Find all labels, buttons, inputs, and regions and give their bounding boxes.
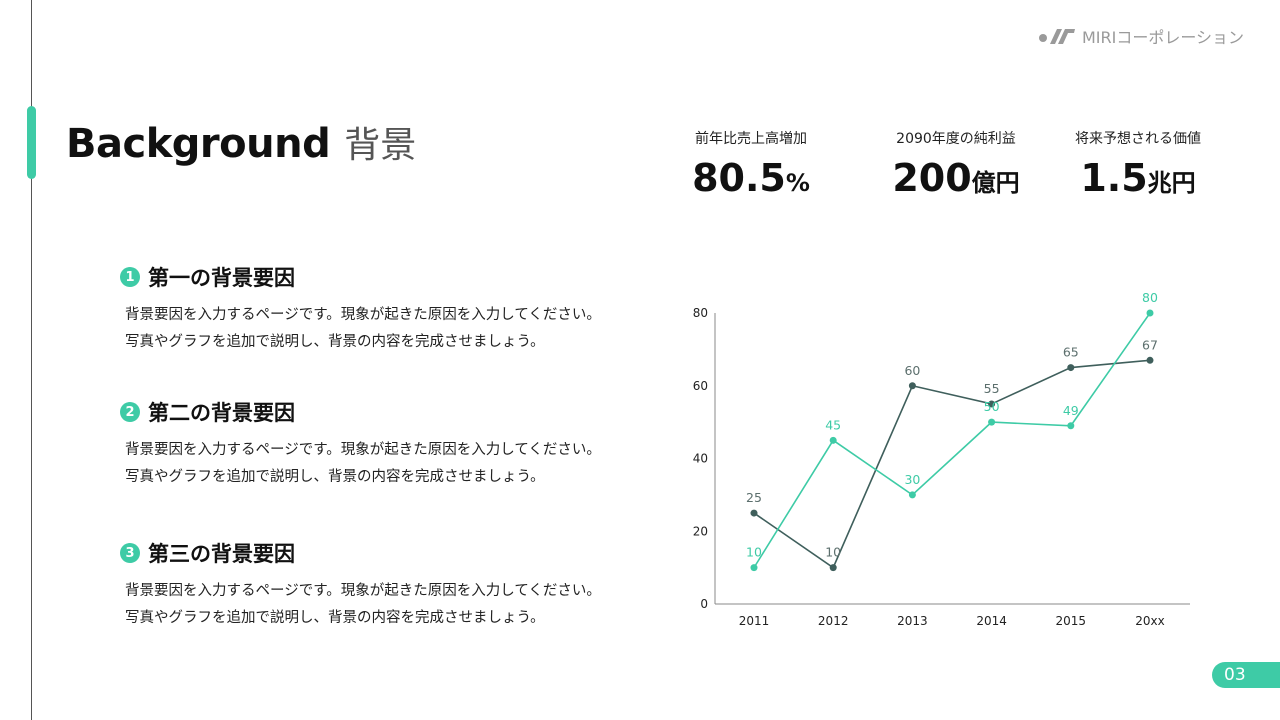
x-tick-label: 2012 <box>818 614 849 628</box>
data-point <box>1146 309 1154 317</box>
x-tick-label: 2013 <box>897 614 928 628</box>
series-line-dark <box>753 359 1151 569</box>
data-label: 55 <box>984 381 1000 396</box>
factor-text-line: 写真やグラフを追加で説明し、背景の内容を完成させましょう。 <box>125 334 545 350</box>
data-label: 67 <box>1142 337 1158 352</box>
kpi-value: 200 <box>892 156 972 200</box>
data-label: 25 <box>746 490 762 505</box>
factor-heading: 第三の背景要因 <box>148 542 295 566</box>
factor-text-line: 写真やグラフを追加で説明し、背景の内容を完成させましょう。 <box>125 469 545 485</box>
data-label: 80 <box>1142 290 1158 305</box>
kpi-unit: 兆円 <box>1147 169 1196 197</box>
factor-text-line: 背景要因を入力するページです。現象が起きた原因を入力してください。 <box>125 583 601 599</box>
title-english: Background <box>66 121 331 167</box>
factor-item-1: 1 第一の背景要因 背景要因を入力するページです。現象が起きた原因を入力してくだ… <box>120 262 601 356</box>
y-tick-label: 40 <box>693 452 708 466</box>
kpi-value: 80.5 <box>692 156 786 200</box>
data-point <box>750 564 758 572</box>
number-badge-icon: 2 <box>120 402 140 422</box>
kpi-value: 1.5 <box>1080 156 1148 200</box>
page-title: Background 背景 <box>66 116 416 168</box>
number-badge-icon: 3 <box>120 543 140 563</box>
title-accent-bar <box>27 106 36 179</box>
data-point <box>829 436 837 444</box>
page-number: 03 <box>1212 662 1280 688</box>
data-point <box>750 509 758 517</box>
data-point <box>1067 422 1075 430</box>
data-label: 10 <box>746 545 762 560</box>
data-label: 10 <box>825 545 841 560</box>
data-point <box>988 418 996 426</box>
y-tick-label: 60 <box>693 379 708 393</box>
data-point <box>988 400 996 408</box>
data-label: 60 <box>904 363 920 378</box>
x-tick-label: 2015 <box>1056 614 1087 628</box>
line-chart: 0 20 40 60 80 2011 2012 2013 2014 2015 20xx 25 10 60 5… <box>693 290 1190 628</box>
x-tick-label: 20xx <box>1135 614 1164 628</box>
kpi-unit: 億円 <box>971 169 1020 197</box>
data-point <box>908 382 916 390</box>
kpi-sales-increase: 前年比売上高増加 80.5% <box>688 128 814 200</box>
series-line-green <box>753 312 1151 569</box>
y-tick-label: 0 <box>700 597 708 611</box>
factor-text-line: 写真やグラフを追加で説明し、背景の内容を完成させましょう。 <box>125 610 545 626</box>
kpi-unit: % <box>785 169 810 197</box>
data-label: 49 <box>1063 403 1079 418</box>
kpi-label: 前年比売上高増加 <box>695 131 807 147</box>
kpi-net-profit: 2090年度の純利益 200億円 <box>886 128 1026 200</box>
x-tick-label: 2011 <box>739 614 770 628</box>
factor-text-line: 背景要因を入力するページです。現象が起きた原因を入力してください。 <box>125 442 601 458</box>
y-tick-label: 80 <box>693 306 708 320</box>
factor-item-2: 2 第二の背景要因 背景要因を入力するページです。現象が起きた原因を入力してくだ… <box>120 397 601 491</box>
factor-heading: 第一の背景要因 <box>148 266 295 290</box>
title-japanese: 背景 <box>344 125 417 166</box>
left-rule-line <box>31 0 32 720</box>
data-label: 65 <box>1063 345 1079 360</box>
number-badge-icon: 1 <box>120 267 140 287</box>
data-label: 45 <box>825 417 841 432</box>
data-label: 30 <box>904 472 920 487</box>
kpi-label: 2090年度の純利益 <box>896 131 1016 147</box>
miri-logo-icon <box>1039 29 1075 44</box>
data-point <box>908 491 916 499</box>
company-name: MIRIコーポレーション <box>1082 28 1245 47</box>
data-point <box>1067 364 1075 372</box>
company-logo: MIRIコーポレーション <box>1038 24 1244 48</box>
factor-item-3: 3 第三の背景要因 背景要因を入力するページです。現象が起きた原因を入力してくだ… <box>120 538 601 632</box>
factor-text-line: 背景要因を入力するページです。現象が起きた原因を入力してください。 <box>125 307 601 323</box>
data-point <box>1146 356 1154 364</box>
kpi-label: 将来予想される価値 <box>1075 131 1201 147</box>
factor-heading: 第二の背景要因 <box>148 401 295 425</box>
data-label: 50 <box>984 399 1000 414</box>
kpi-future-value: 将来予想される価値 1.5兆円 <box>1062 128 1214 200</box>
data-point <box>829 564 837 572</box>
y-tick-label: 20 <box>693 524 708 538</box>
x-tick-label: 2014 <box>976 614 1007 628</box>
